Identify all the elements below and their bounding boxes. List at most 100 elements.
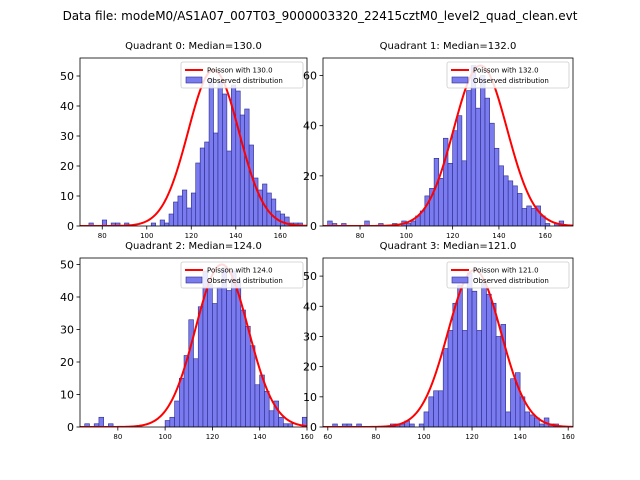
histogram-bar [447, 330, 454, 427]
y-tick-label: 60 [303, 70, 317, 83]
histogram-bar [409, 423, 415, 427]
legend: Poisson with 124.0 Observed distribution [180, 261, 304, 289]
y-tick-label: 10 [60, 190, 74, 203]
histogram-bar [190, 192, 197, 226]
histogram-bar [264, 390, 270, 427]
plot-area [323, 269, 573, 427]
y-tick-label: 50 [60, 70, 74, 83]
histogram-bar [164, 222, 170, 226]
histogram-bar [240, 309, 246, 427]
histogram-bar [245, 325, 251, 427]
histogram-bar [476, 330, 482, 427]
axes-frame [322, 257, 574, 428]
histogram-bar [284, 216, 290, 226]
histogram-bar [212, 303, 218, 427]
histogram-bar [115, 222, 121, 226]
histogram-bar [195, 162, 201, 226]
histogram-bar [177, 195, 183, 226]
histogram-bar [452, 130, 458, 226]
histogram-bar [466, 90, 472, 226]
histogram-bar [498, 165, 504, 226]
histogram-bar [199, 147, 205, 226]
histogram-bar [226, 150, 232, 226]
histogram-bar [332, 423, 338, 427]
plot-area [323, 64, 573, 226]
y-tick-label: 0 [67, 220, 74, 233]
y-tick-label: 30 [60, 130, 74, 143]
legend-label-observed: Observed distribution [207, 277, 283, 285]
panels: Quadrant 0: Median=130.080 100 120 140 16001… [60, 41, 575, 441]
panel-title: Quadrant 1: Median=132.0 [380, 41, 517, 52]
histogram-bar [378, 223, 384, 226]
axes-frame [79, 57, 308, 227]
histogram-bar [278, 416, 284, 427]
legend-bar-swatch [451, 276, 469, 284]
histogram-bar [507, 180, 514, 226]
x-tick-label: 120 [185, 232, 198, 240]
histogram-bar [273, 400, 279, 427]
legend-label-observed: Observed distribution [473, 77, 549, 85]
plot-area [80, 68, 307, 226]
x-tick-label: 160 [300, 433, 313, 441]
histogram-bar [475, 107, 481, 226]
histogram-bar [462, 330, 468, 427]
x-tick-label: 140 [513, 433, 526, 441]
x-tick-label: 160 [539, 232, 552, 240]
y-tick-label: 40 [60, 100, 74, 113]
x-tick-label: 80 [113, 433, 122, 441]
histogram-bar [423, 411, 430, 427]
y-tick-label: 0 [67, 421, 74, 434]
y-tick-label: 50 [60, 259, 74, 272]
y-tick-label: 20 [303, 361, 317, 374]
histogram-bar [529, 414, 535, 427]
plot-area [80, 263, 307, 427]
histogram-bar [84, 423, 90, 427]
histogram-bar [279, 213, 286, 226]
y-tick-label: 0 [310, 421, 317, 434]
histogram-bar [517, 193, 523, 226]
histogram-bar [433, 390, 439, 427]
histogram-bar [268, 410, 275, 427]
legend-label-observed: Observed distribution [473, 277, 549, 285]
quadrant-panel-2: Quadrant 2: Median=124.080 100 120 140 16001… [60, 241, 314, 441]
histogram-bar [341, 223, 347, 226]
y-tick-label: 40 [60, 291, 74, 304]
axes-frame [322, 57, 574, 227]
histogram-bar [466, 272, 473, 427]
panel-title: Quadrant 0: Median=130.0 [125, 41, 262, 52]
histogram-bar [510, 378, 516, 427]
histogram-bar [356, 423, 362, 427]
x-tick-label: 120 [206, 433, 219, 441]
histogram-bar [495, 336, 502, 427]
histogram-bar [222, 93, 228, 226]
legend-label-observed: Observed distribution [207, 77, 283, 85]
y-tick-label: 10 [60, 389, 74, 402]
x-tick-label: 100 [158, 433, 171, 441]
histogram-bar [193, 358, 199, 427]
legend: Poisson with 121.0 Observed distribution [446, 261, 570, 289]
histogram-bar [438, 178, 444, 226]
histogram-bar [283, 423, 289, 427]
histogram-bar [531, 208, 537, 226]
histogram-bar [174, 400, 180, 427]
histogram-bar [471, 290, 478, 427]
histogram-bar [169, 416, 175, 427]
histogram-bar [484, 97, 490, 226]
panel-title: Quadrant 3: Median=121.0 [380, 241, 517, 252]
legend: Poisson with 132.0 Observed distribution [446, 61, 570, 89]
legend-bar-swatch [185, 276, 203, 284]
y-tick-label: 10 [303, 391, 317, 404]
histogram-bar [216, 286, 223, 427]
y-tick-label: 50 [303, 270, 317, 283]
histogram-bar [456, 115, 463, 226]
histogram-bar [489, 122, 495, 226]
histogram-bar [512, 185, 518, 226]
histogram-bar [486, 293, 492, 427]
y-tick-label: 0 [310, 220, 317, 233]
histogram-bar [159, 219, 165, 226]
x-tick-label: 100 [417, 433, 430, 441]
x-tick-label: 80 [356, 232, 365, 240]
histogram-bar [164, 420, 171, 427]
y-tick-label: 20 [60, 160, 74, 173]
